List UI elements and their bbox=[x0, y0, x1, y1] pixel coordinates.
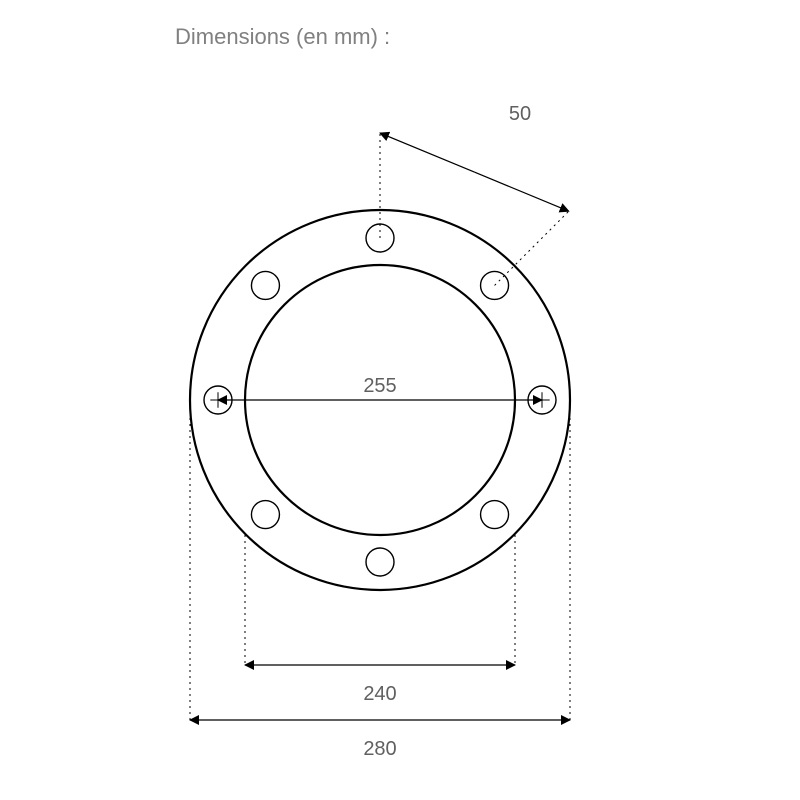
bolt-hole bbox=[251, 501, 279, 529]
dim-label-280: 280 bbox=[363, 738, 396, 760]
bolt-hole bbox=[481, 501, 509, 529]
dim-line-50 bbox=[380, 133, 474, 172]
page-title: Dimensions (en mm) : bbox=[175, 24, 390, 50]
dim-label-50: 50 bbox=[509, 103, 531, 125]
dim-label-255: 255 bbox=[363, 375, 396, 397]
dim-label-240: 240 bbox=[363, 683, 396, 705]
bolt-hole bbox=[251, 271, 279, 299]
flange-diagram: 255 240 280 50 bbox=[0, 0, 800, 800]
dim-line-50 bbox=[474, 172, 568, 211]
bolt-hole bbox=[366, 548, 394, 576]
extension-line bbox=[495, 211, 569, 285]
